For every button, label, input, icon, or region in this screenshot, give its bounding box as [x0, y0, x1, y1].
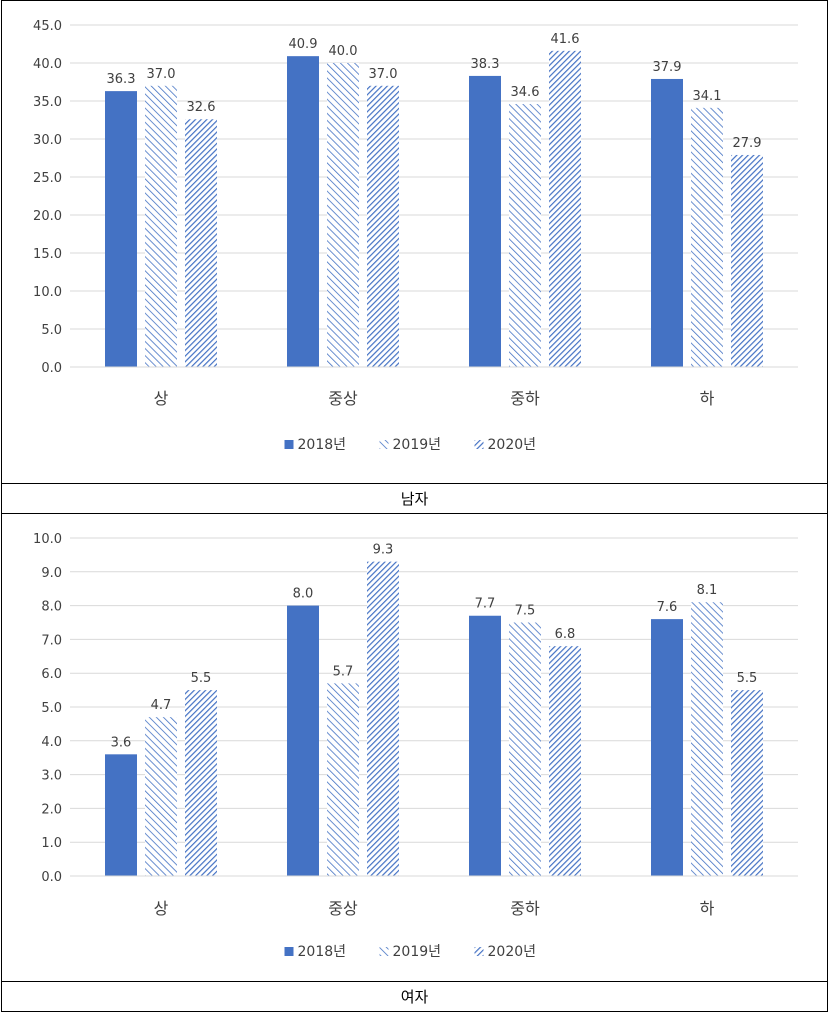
male-legend-label: 2018년 — [298, 437, 347, 453]
male-y-tick-label: 5.0 — [41, 323, 62, 338]
male-data-label: 27.9 — [733, 136, 762, 151]
female-bar-2019-1 — [145, 717, 177, 876]
female-y-tick-label: 8.0 — [41, 600, 62, 615]
male-bar-2020-2 — [367, 85, 399, 368]
male-data-label: 37.9 — [653, 60, 682, 75]
female-y-tick-label: 2.0 — [41, 802, 62, 817]
male-data-label: 40.0 — [329, 44, 358, 59]
female-category-label: 상 — [154, 899, 169, 918]
female-y-tick-label: 7.0 — [41, 633, 62, 648]
male-y-tick-label: 40.0 — [33, 57, 62, 72]
female-category-label: 중하 — [510, 899, 540, 918]
female-legend-label: 2018년 — [298, 944, 347, 960]
male-data-label: 41.6 — [551, 32, 580, 47]
male-bar-2020-4 — [731, 154, 763, 367]
female-bar-2018-3 — [469, 615, 501, 876]
male-bar-2018-4 — [651, 78, 683, 368]
female-bar-2020-2 — [367, 561, 399, 876]
female-legend-swatch — [379, 947, 389, 956]
male-legend-label: 2020년 — [488, 437, 537, 453]
male-data-label: 37.0 — [147, 67, 176, 82]
female-data-label: 3.6 — [111, 735, 132, 750]
male-data-label: 40.9 — [289, 37, 318, 52]
female-y-tick-label: 1.0 — [41, 836, 62, 851]
female-y-tick-label: 6.0 — [41, 667, 62, 682]
male-bar-2020-3 — [549, 50, 581, 368]
female-legend-label: 2019년 — [393, 944, 442, 960]
male-bar-2019-4 — [691, 107, 723, 367]
male-y-tick-label: 0.0 — [41, 361, 62, 376]
female-bar-2019-2 — [327, 683, 359, 876]
female-bar-2020-1 — [185, 690, 217, 876]
male-bar-2018-1 — [105, 91, 137, 368]
female-bar-chart-svg: 0.0 1.0 2.0 3.0 4.0 5.0 6.0 7.0 8.0 9.0 10.0 3.6 4.7… — [33, 532, 798, 960]
female-y-tick-label: 5.0 — [41, 701, 62, 716]
female-data-label: 8.0 — [293, 587, 314, 602]
male-bar-chart-svg: 0.0 5.0 10.0 15.0 20.0 25.0 30.0 35.0 40.0 45.0 36… — [33, 19, 798, 453]
male-data-label: 32.6 — [187, 100, 216, 115]
female-legend-swatch — [474, 947, 484, 956]
female-data-label: 5.5 — [737, 671, 758, 686]
female-data-label: 4.7 — [151, 698, 172, 713]
male-data-label: 34.1 — [693, 89, 722, 104]
male-bar-2019-2 — [327, 63, 359, 367]
male-y-tick-label: 35.0 — [33, 95, 62, 110]
female-bar-2019-3 — [509, 622, 541, 876]
male-y-tick-label: 15.0 — [33, 247, 62, 262]
female-bar-2018-1 — [105, 754, 137, 876]
female-data-label: 5.5 — [191, 671, 212, 686]
female-bar-2019-4 — [691, 602, 723, 876]
female-y-tick-label: 3.0 — [41, 769, 62, 784]
female-chart-panel: 0.0 1.0 2.0 3.0 4.0 5.0 6.0 7.0 8.0 9.0 10.0 3.6 4.7… — [1, 513, 828, 1012]
male-chart-caption: 남자 — [2, 483, 827, 514]
female-data-label: 7.6 — [657, 600, 678, 615]
male-bar-2018-3 — [469, 75, 501, 368]
male-bar-2019-3 — [509, 104, 541, 367]
female-chart: 0.0 1.0 2.0 3.0 4.0 5.0 6.0 7.0 8.0 9.0 10.0 3.6 4.7… — [2, 514, 827, 981]
male-legend-label: 2019년 — [393, 437, 442, 453]
female-legend-label: 2020년 — [488, 944, 537, 960]
female-category-label: 중상 — [328, 899, 358, 918]
female-data-label: 8.1 — [697, 583, 718, 598]
male-bar-2020-1 — [185, 119, 217, 368]
female-y-tick-label: 9.0 — [41, 566, 62, 581]
female-y-tick-label: 10.0 — [33, 532, 62, 547]
male-category-label: 중하 — [510, 389, 540, 408]
male-category-label: 하 — [700, 389, 715, 408]
female-category-label: 하 — [700, 899, 715, 918]
male-chart-panel: 0.0 5.0 10.0 15.0 20.0 25.0 30.0 35.0 40.0 45.0 36… — [1, 0, 828, 514]
male-y-tick-label: 25.0 — [33, 171, 62, 186]
male-legend-swatch — [284, 440, 294, 449]
male-data-label: 34.6 — [511, 85, 540, 100]
male-legend-swatch — [379, 440, 389, 449]
male-y-tick-label: 10.0 — [33, 285, 62, 300]
male-y-tick-label: 30.0 — [33, 133, 62, 148]
male-bar-2018-2 — [287, 56, 319, 367]
female-legend-swatch — [284, 947, 294, 956]
male-data-label: 36.3 — [107, 72, 136, 87]
male-chart: 0.0 5.0 10.0 15.0 20.0 25.0 30.0 35.0 40.0 45.0 36… — [2, 1, 827, 483]
female-bar-2018-2 — [287, 605, 319, 876]
male-y-tick-label: 45.0 — [33, 19, 62, 34]
male-y-tick-label: 20.0 — [33, 209, 62, 224]
male-category-label: 상 — [154, 389, 169, 408]
male-legend-swatch — [474, 440, 484, 449]
male-bar-2019-1 — [145, 85, 177, 368]
female-data-label: 5.7 — [333, 664, 354, 679]
male-data-label: 38.3 — [471, 57, 500, 72]
female-y-tick-label: 4.0 — [41, 735, 62, 750]
female-bar-2020-4 — [731, 690, 763, 876]
male-category-label: 중상 — [328, 389, 358, 408]
female-data-label: 6.8 — [555, 627, 576, 642]
female-data-label: 9.3 — [373, 543, 394, 558]
male-data-label: 37.0 — [369, 67, 398, 82]
female-chart-caption: 여자 — [2, 981, 827, 1012]
female-bar-2018-4 — [651, 619, 683, 876]
female-bar-2020-3 — [549, 646, 581, 876]
female-data-label: 7.5 — [515, 604, 536, 619]
female-data-label: 7.7 — [475, 597, 496, 612]
female-y-tick-label: 0.0 — [41, 870, 62, 885]
